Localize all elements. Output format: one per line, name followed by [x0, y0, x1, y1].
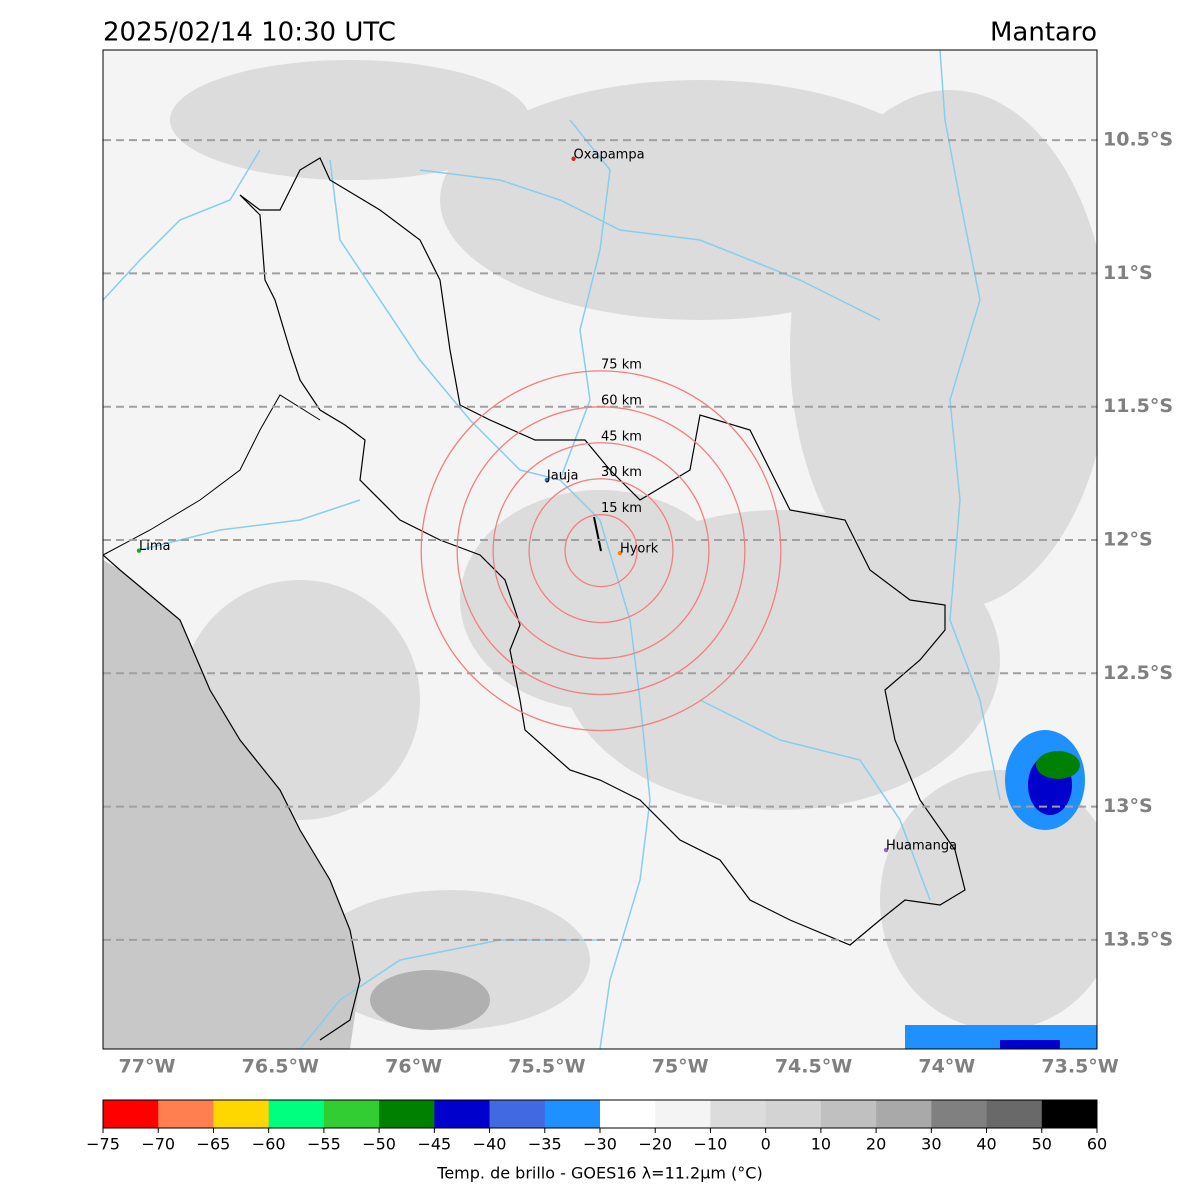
cold-cloud: [905, 730, 1097, 1049]
colorbar-tick-label: −20: [638, 1135, 672, 1154]
sub-basin: [103, 394, 321, 556]
range-ring: [492, 442, 710, 660]
lon-tick-label: 75.5°W: [508, 1056, 585, 1078]
colorbar-tick-label: 50: [1032, 1135, 1052, 1154]
range-ring: [420, 370, 782, 732]
colorbar-tick-label: 10: [811, 1135, 831, 1154]
range-ring: [564, 514, 638, 588]
colorbar-tick-label: −45: [417, 1135, 451, 1154]
colorbar-segment: [268, 1100, 325, 1128]
clouds: [170, 60, 1097, 1030]
city-label: Lima: [139, 539, 170, 554]
lat-tick-label: 10.5°S: [1103, 129, 1173, 151]
city-label: Jauja: [546, 469, 579, 484]
region: Mantaro: [990, 18, 1097, 48]
lon-tick-label: 74°W: [918, 1056, 975, 1078]
colorbar-tick-label: 20: [866, 1135, 886, 1154]
city-label: Oxapampa: [574, 147, 645, 162]
colorbar-segment: [820, 1100, 877, 1128]
colorbar-segment: [876, 1100, 932, 1128]
ring-label: 15 km: [601, 501, 642, 516]
coastline: [103, 554, 361, 1041]
range-ring: [456, 406, 746, 696]
lat-tick-label: 12.5°S: [1103, 662, 1173, 684]
lon-tick-label: 73.5°W: [1041, 1056, 1118, 1078]
ring-label: 75 km: [601, 357, 642, 372]
colorbar-tick-label: 0: [761, 1135, 771, 1154]
radar-path: [593, 516, 602, 552]
colorbar-segment: [544, 1100, 601, 1128]
cloud-dark: [370, 970, 490, 1030]
colorbar-segment: [765, 1100, 822, 1128]
colorbar-segment: [1041, 1100, 1098, 1128]
map-area: 15 km 30 km 45 km 60 km 75 km Oxapampa Jauja Hy…: [103, 50, 1097, 1049]
lat-tick-label: 13°S: [1103, 795, 1153, 817]
colorbar-tick-label: −40: [473, 1135, 507, 1154]
coast-dark: [103, 560, 360, 1049]
lat-tick-label: 11°S: [1103, 262, 1153, 284]
city-dot: [136, 548, 142, 553]
colorbar-tick-label: 60: [1087, 1135, 1107, 1154]
colorbar-segment: [379, 1100, 435, 1128]
colorbar-tick-label: −55: [307, 1135, 341, 1154]
colorbar-segment: [158, 1100, 214, 1128]
ring-label: 60 km: [601, 393, 642, 408]
colorbar-tick-label: −65: [197, 1135, 231, 1154]
colorbar-segment: [213, 1100, 269, 1128]
colorbar-segment: [103, 1100, 159, 1128]
city-dot: [544, 477, 550, 483]
colorbar-label: Temp. de brillo - GOES16 λ=11.2μm (°C): [436, 1164, 762, 1183]
colorbar-tick-label: −75: [86, 1135, 120, 1154]
range-ring: [528, 478, 674, 624]
colorbar-tick-label: −10: [694, 1135, 728, 1154]
colorbar-segment: [710, 1100, 766, 1128]
frame: [102, 49, 1098, 1050]
colorbar-tick-label: −35: [528, 1135, 562, 1154]
lon-tick-label: 74.5°W: [775, 1056, 852, 1078]
lon-tick-label: 76°W: [385, 1056, 442, 1078]
colorbar-segment: [489, 1100, 546, 1128]
colorbar-segment: [986, 1100, 1043, 1128]
lon-tick-label: 77°W: [119, 1056, 176, 1078]
colorbar-segment: [600, 1100, 656, 1128]
lon-tick-label: 76.5°W: [242, 1056, 319, 1078]
lat-tick-label: 13.5°S: [1103, 928, 1173, 950]
lat-tick-label: 12°S: [1103, 529, 1153, 551]
colorbar-segment: [931, 1100, 987, 1128]
colorbar-tick-label: −60: [252, 1135, 286, 1154]
city-dot: [883, 847, 889, 853]
city-dot: [571, 156, 576, 161]
colorbar-tick-label: −70: [141, 1135, 175, 1154]
title: 2025/02/14 10:30 UTC: [103, 18, 396, 48]
colorbar-segment: [323, 1100, 380, 1128]
rivers: [103, 50, 1001, 1049]
city-label: Huamanga: [886, 839, 957, 854]
colorbar-tick-label: −50: [362, 1135, 396, 1154]
city-label: Hyork: [620, 542, 659, 557]
city-dot: [617, 550, 623, 556]
lon-tick-label: 75°W: [652, 1056, 709, 1078]
ring-label: 30 km: [601, 465, 642, 480]
colorbar-tick-label: −30: [583, 1135, 617, 1154]
colorbar-segment: [655, 1100, 711, 1128]
basin-outline: [239, 157, 966, 946]
colorbar-segment: [434, 1100, 490, 1128]
lat-tick-label: 11.5°S: [1103, 395, 1173, 417]
colorbar-tick-label: 40: [976, 1135, 996, 1154]
colorbar-tick-label: 30: [921, 1135, 941, 1154]
ring-label: 45 km: [601, 429, 642, 444]
